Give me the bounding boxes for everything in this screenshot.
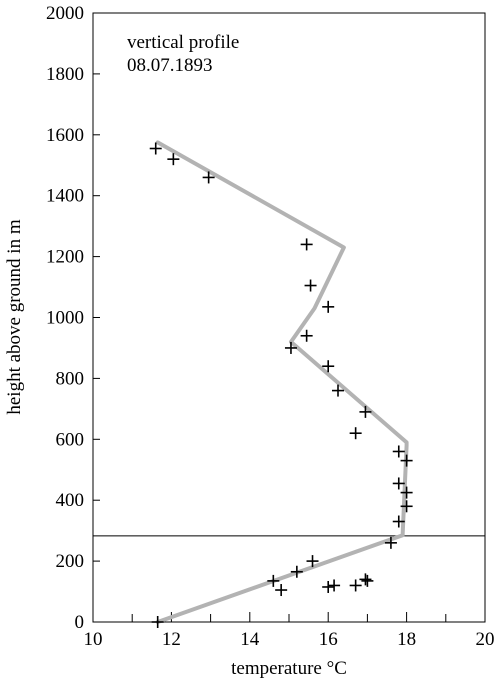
data-point — [306, 555, 319, 568]
y-tick-label: 1600 — [46, 125, 84, 146]
data-point — [322, 360, 335, 373]
axis-tick-labels: 10 12 14 16 18 200200400600800100012001400160… — [46, 3, 495, 650]
data-point — [400, 500, 413, 513]
data-point — [392, 477, 405, 490]
data-point — [275, 584, 288, 597]
data-point — [328, 579, 341, 592]
data-point — [300, 329, 313, 342]
data-point — [202, 171, 215, 184]
y-axis-title: height above ground in m — [4, 219, 25, 414]
y-tick-label: 1400 — [46, 186, 84, 207]
x-tick-label: 12 — [162, 629, 181, 650]
data-point — [290, 565, 303, 578]
data-point — [359, 573, 372, 586]
data-point — [300, 238, 313, 251]
y-tick-label: 2000 — [46, 3, 84, 24]
data-point — [349, 579, 362, 592]
y-tick-label: 600 — [56, 429, 85, 450]
plot-frame — [92, 12, 486, 623]
data-point — [304, 279, 317, 292]
data-point — [284, 341, 297, 354]
y-tick-label: 400 — [56, 490, 85, 511]
y-tick-label: 1000 — [46, 308, 84, 329]
x-tick-label: 14 — [240, 629, 260, 650]
data-point — [151, 616, 164, 628]
data-point — [322, 580, 335, 593]
data-point — [392, 515, 405, 528]
annotation-line-2: 08.07.1893 — [127, 55, 213, 76]
data-point — [359, 405, 372, 418]
x-tick-label: 20 — [476, 629, 495, 650]
data-point — [392, 445, 405, 458]
data-point — [384, 536, 397, 549]
y-tick-label: 800 — [56, 368, 85, 389]
x-tick-label: 10 — [84, 629, 103, 650]
y-tick-label: 1800 — [46, 64, 84, 85]
data-point — [400, 486, 413, 499]
profile-line — [155, 140, 409, 624]
data-point — [322, 300, 335, 313]
axis-ticks — [92, 12, 486, 623]
x-axis-title: temperature °C — [231, 658, 347, 679]
data-point — [149, 142, 162, 155]
measurement-markers — [149, 142, 413, 628]
data-point — [267, 574, 280, 587]
data-point — [400, 454, 413, 467]
x-tick-label: 18 — [397, 629, 416, 650]
y-tick-label: 1200 — [46, 247, 84, 268]
y-tick-label: 0 — [75, 612, 85, 633]
y-tick-label: 200 — [56, 551, 85, 572]
data-point — [361, 574, 374, 587]
x-tick-label: 16 — [319, 629, 338, 650]
data-point — [332, 384, 344, 397]
annotation-line-1: vertical profile — [127, 32, 239, 53]
data-point — [349, 427, 362, 440]
data-point — [167, 153, 180, 166]
